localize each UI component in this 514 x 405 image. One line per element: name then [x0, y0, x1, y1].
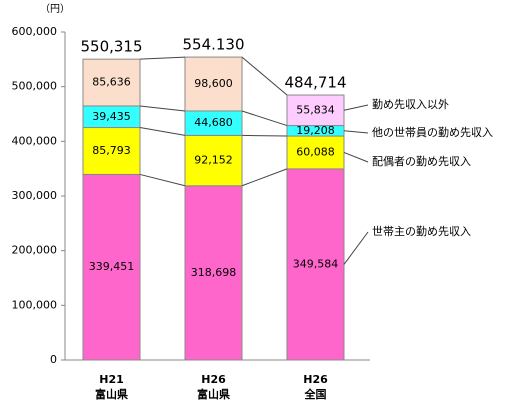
value-label: 318,698 [191, 266, 237, 279]
y-tick-label: 0 [50, 353, 57, 366]
y-tick-label: 100,000 [12, 298, 58, 311]
bar-segment [184, 110, 243, 136]
value-label: 349,584 [293, 257, 339, 270]
connector [139, 56, 186, 60]
value-label: 92,152 [194, 154, 233, 167]
legend-label: 世帯主の勤め先収入 [372, 225, 471, 238]
value-label: 44,680 [194, 116, 233, 129]
connector [241, 134, 288, 137]
bar-segment [286, 168, 345, 361]
legend-leader [343, 152, 369, 163]
x-tick-label: H26 [201, 373, 226, 386]
connector [139, 127, 186, 136]
value-label: 19,208 [296, 124, 335, 137]
x-tick-label: 富山県 [197, 387, 230, 401]
y-tick-label: 300,000 [12, 189, 58, 202]
legend-label: 勤め先収入以外 [372, 98, 449, 111]
x-tick-label: 富山県 [95, 387, 128, 401]
value-label: 339,451 [89, 260, 135, 273]
value-label: 98,600 [194, 77, 233, 90]
bar-segment [82, 127, 141, 175]
legend-leader [343, 231, 369, 265]
x-tick-label: 全国 [304, 387, 327, 401]
bar-segment [82, 58, 141, 107]
x-tick-label: H21 [99, 373, 124, 386]
y-tick-label: 500,000 [12, 80, 58, 93]
y-tick-label: 600,000 [12, 25, 58, 38]
y-unit: （円） [40, 3, 70, 15]
connector [241, 168, 288, 187]
bar-segment [184, 134, 243, 187]
y-tick-label: 400,000 [12, 134, 58, 147]
bar-segment [184, 56, 243, 112]
value-label: 60,088 [296, 145, 335, 158]
legend-label: 他の世帯員の勤め先収入 [372, 126, 493, 139]
total-label: 554.130 [182, 36, 244, 54]
connector [139, 105, 186, 112]
value-label: 55,834 [296, 103, 335, 116]
bar-segment [286, 94, 345, 127]
total-label: 484,714 [284, 74, 346, 92]
legend-leader [343, 104, 369, 111]
connector [241, 110, 288, 127]
legend-leader [343, 130, 369, 134]
bar-segment [82, 173, 141, 361]
value-label: 39,435 [92, 110, 131, 123]
y-tick-label: 200,000 [12, 244, 58, 257]
x-tick-label: H26 [303, 373, 328, 386]
legend-label: 配偶者の勤め先収入 [372, 155, 471, 168]
value-label: 85,793 [92, 144, 131, 157]
value-label: 85,636 [92, 76, 131, 89]
total-label: 550,315 [80, 38, 142, 56]
connector [241, 56, 288, 96]
connector [139, 173, 186, 187]
